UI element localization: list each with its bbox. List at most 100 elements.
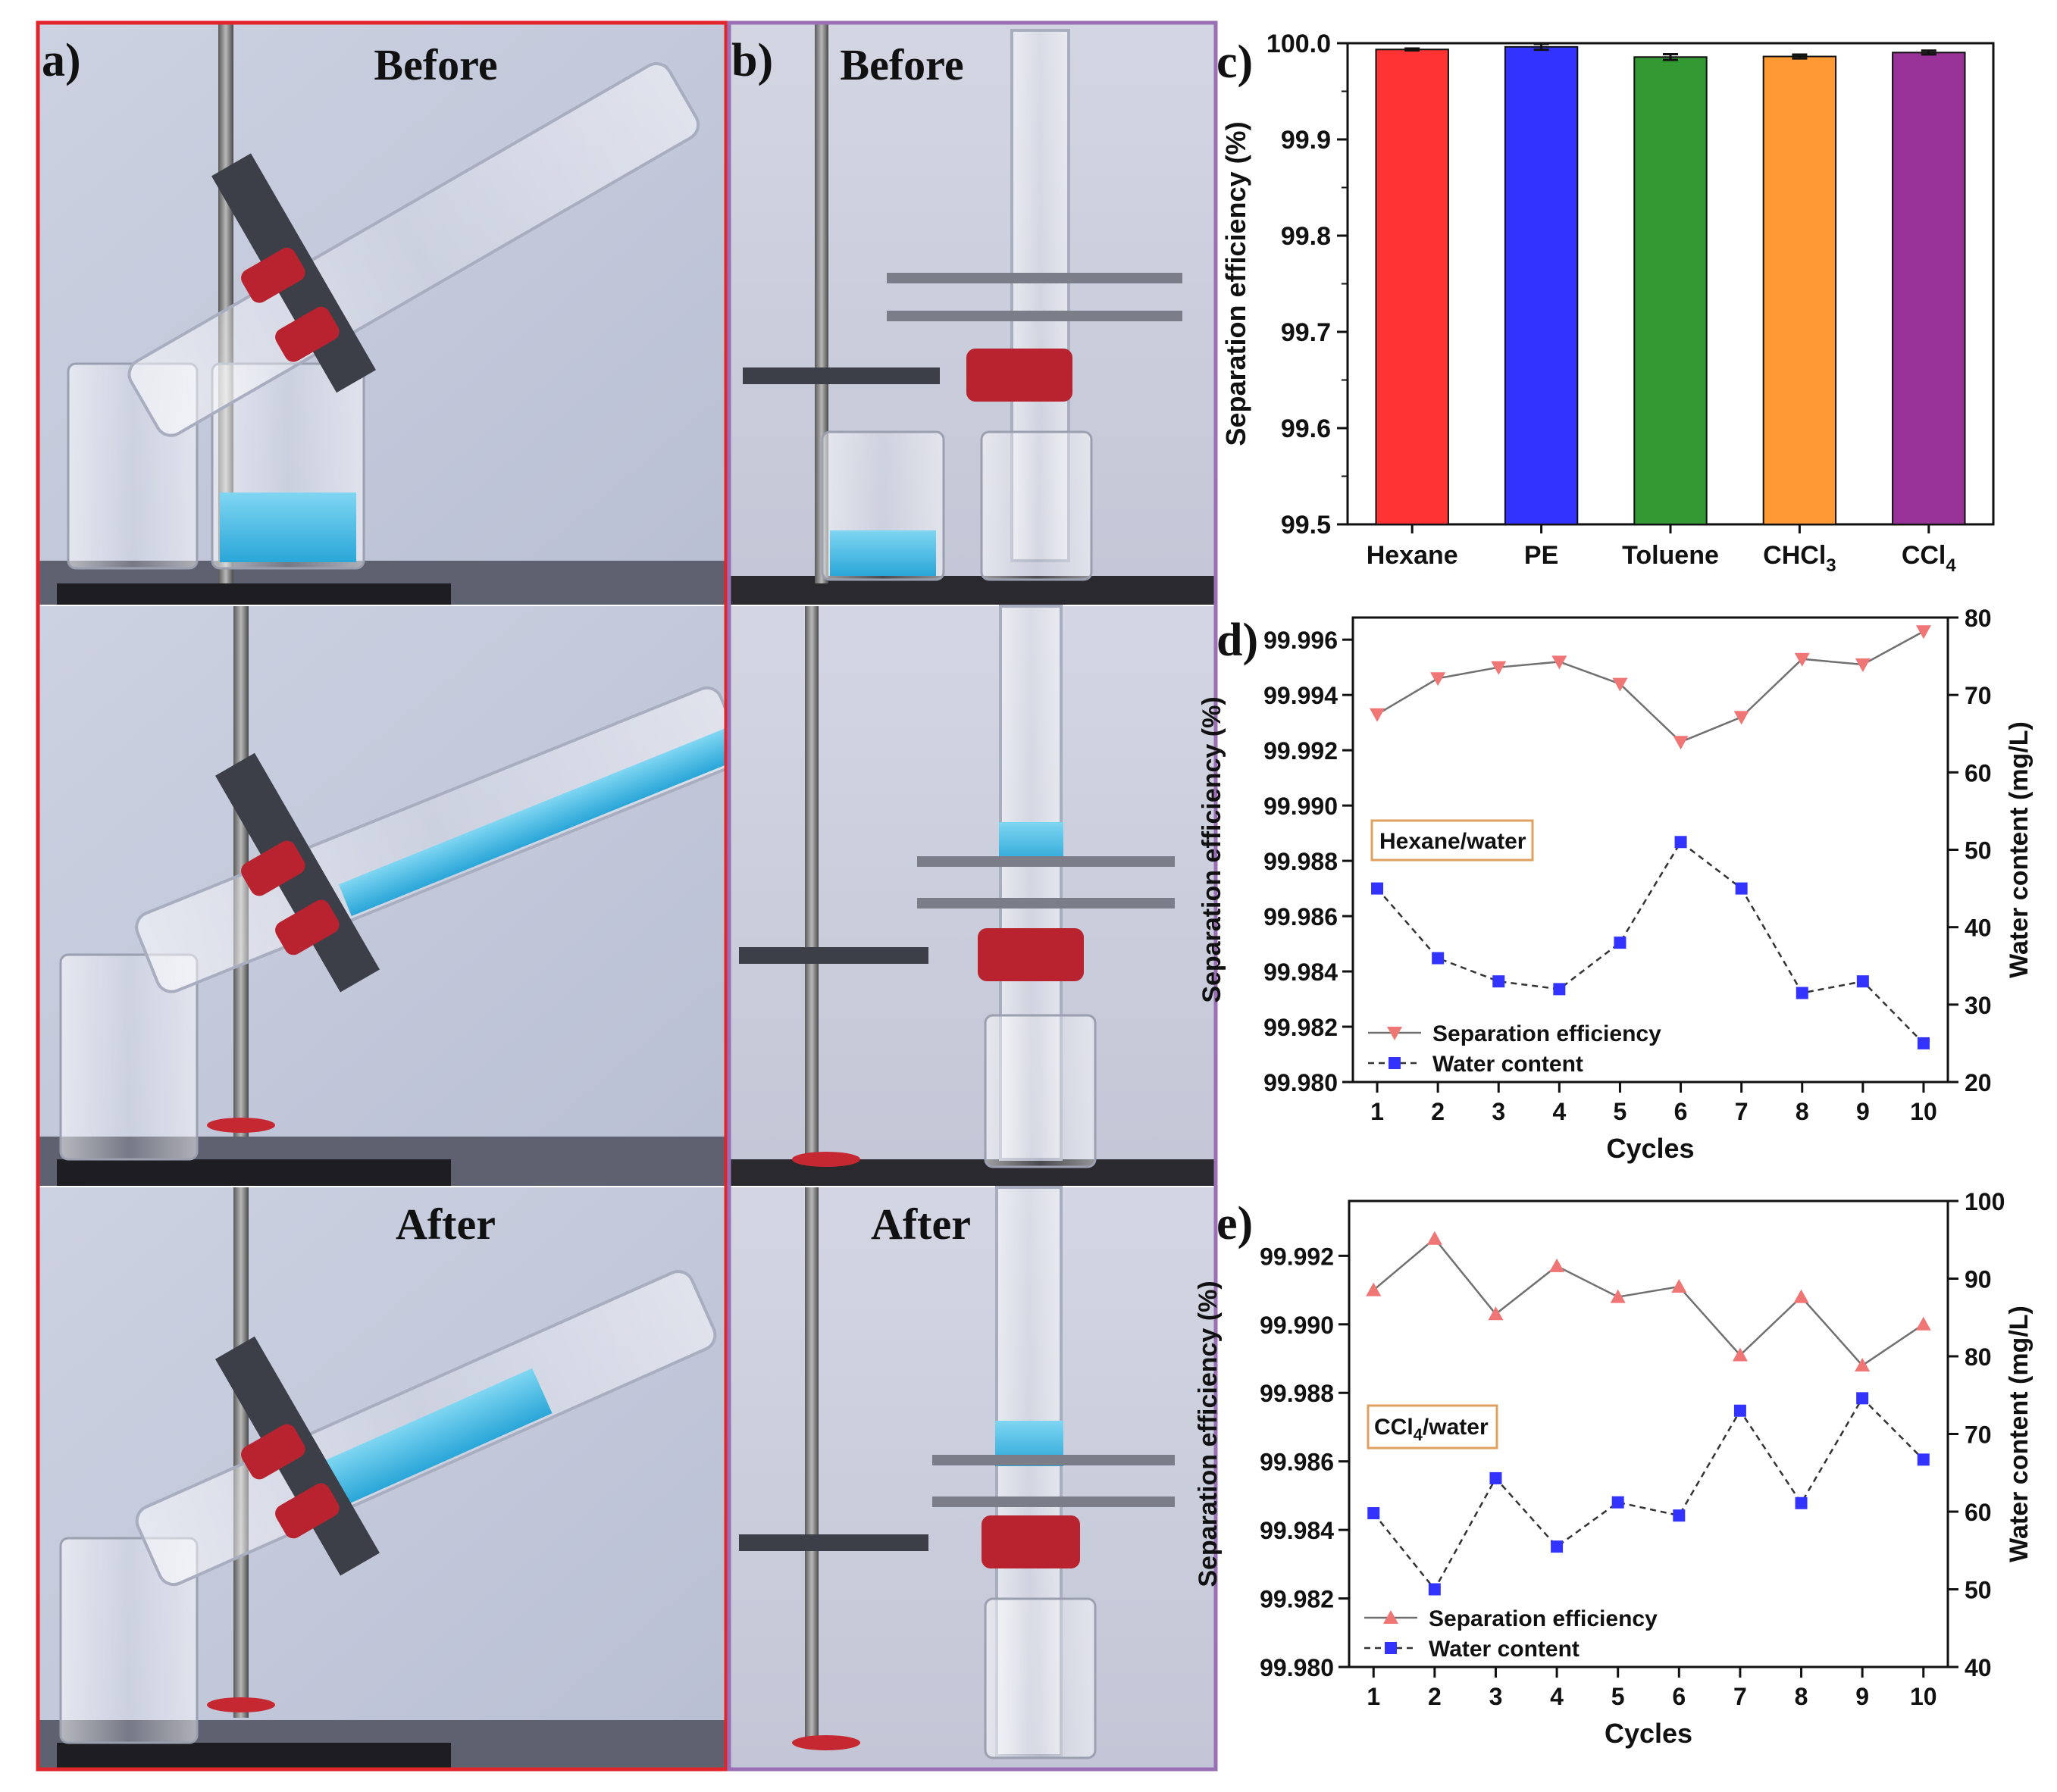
chart-d-xtick-label: 5 — [1614, 1098, 1627, 1125]
chart-e-legend-label: Water content — [1429, 1637, 1580, 1662]
chart-d-left-tick-label: 99.990 — [1263, 793, 1338, 820]
chart-e-efficiency-point — [1793, 1289, 1809, 1303]
chart-d-water-content-point — [1917, 1037, 1930, 1049]
chart-d-efficiency-point — [1491, 661, 1507, 675]
panel-b-border — [727, 20, 1218, 1772]
chart-e-left-tick-label: 99.992 — [1260, 1243, 1334, 1270]
chart-d-left-tick-label: 99.984 — [1263, 959, 1338, 986]
chart-d-water-content-point — [1553, 983, 1566, 996]
chart-e-efficiency-point — [1915, 1316, 1931, 1331]
chart-e-efficiency-point — [1855, 1358, 1871, 1372]
chart-d-series-line-1 — [1376, 840, 1924, 1044]
chart-e-water-content-point — [1428, 1583, 1441, 1596]
chart-e-ccl4-water-cycles: 99.980 99.982 99.984 99.986 99.988 99.990 99.9… — [1194, 1188, 2034, 1749]
chart-d-left-tick-label: 99.994 — [1263, 682, 1338, 709]
chart-c-xtick-label-ccl4: CCl4 — [1902, 541, 1957, 576]
chart-e-panel-label: e) — [1216, 1198, 1253, 1249]
chart-e-xtick-label: 8 — [1795, 1683, 1808, 1710]
panel-b-label: b) — [731, 35, 773, 86]
chart-d-water-content-point — [1796, 987, 1808, 999]
chart-e-water-content-point — [1733, 1404, 1746, 1417]
chart-d-xtick-label: 7 — [1735, 1098, 1749, 1125]
chart-d-annotation-box — [1370, 819, 1534, 862]
chart-e-xtick-label: 3 — [1489, 1683, 1503, 1710]
chart-d-right-tick-label: 80 — [1965, 605, 1992, 632]
chart-d-left-tick-label: 99.982 — [1263, 1014, 1338, 1041]
chart-d-right-tick-label: 50 — [1965, 837, 1992, 865]
chart-d-efficiency-point — [1733, 711, 1749, 725]
chart-e-water-content-point — [1551, 1540, 1564, 1553]
chart-d-water-content-point — [1432, 952, 1445, 965]
chart-d-efficiency-point — [1855, 658, 1871, 673]
chart-e-water-content-point — [1917, 1453, 1930, 1466]
chart-e-left-tick-label: 99.980 — [1260, 1654, 1334, 1681]
chart-d-hexane-water-cycles: 99.980 99.982 99.984 99.986 99.988 99.990 99.9… — [1198, 605, 2034, 1164]
chart-d-xtick-label: 3 — [1492, 1098, 1505, 1125]
chart-c-ylabel: Separation efficiency (%) — [1220, 121, 1251, 446]
chart-e-xtick-label: 7 — [1733, 1683, 1747, 1710]
bar-hexane — [1375, 48, 1449, 525]
chart-d-right-axis-label: Water content (mg/L) — [2005, 721, 2034, 978]
chart-e-efficiency-point — [1549, 1258, 1565, 1272]
chart-e-water-content-point — [1673, 1509, 1686, 1522]
chart-d-xtick-label: 6 — [1674, 1098, 1688, 1125]
chart-d-xtick-label: 10 — [1910, 1098, 1937, 1125]
chart-c-ytick-label: 99.5 — [1281, 511, 1331, 539]
chart-d-efficiency-point — [1794, 652, 1810, 667]
chart-c-xtick-label-toluene: Toluene — [1622, 541, 1719, 570]
chart-d-water-content-point — [1614, 937, 1627, 949]
chart-d-right-tick-label: 20 — [1965, 1069, 1992, 1096]
bar-chcl3 — [1762, 55, 1837, 525]
chart-e-annotation: CCl4/water — [1374, 1415, 1489, 1444]
chart-e-left-tick-label: 99.988 — [1260, 1380, 1334, 1407]
chart-d-water-content-point — [1371, 882, 1384, 895]
chart-d-xtick-label: 4 — [1552, 1098, 1566, 1125]
chart-e-right-tick-label: 90 — [1965, 1266, 1992, 1293]
chart-d-efficiency-point — [1551, 655, 1567, 670]
chart-d-efficiency-point — [1430, 672, 1446, 686]
chart-d-xtick-label: 8 — [1796, 1098, 1809, 1125]
panel-a-frame-before: Before — [38, 23, 726, 605]
bar-ccl4 — [1892, 52, 1966, 526]
chart-d-annotation: Hexane/water — [1379, 829, 1526, 854]
chart-c-xtick-label-chcl3: CHCl3 — [1763, 541, 1836, 576]
panel-a-frame-during — [38, 606, 746, 1186]
chart-e-legend-label: Separation efficiency — [1429, 1606, 1658, 1631]
chart-d-water-content-point — [1856, 975, 1869, 988]
chart-c-ytick-label: 99.9 — [1281, 126, 1331, 155]
panel-b-frame3-caption: After — [871, 1199, 971, 1249]
chart-d-efficiency-point — [1673, 736, 1689, 750]
bar-pe — [1504, 45, 1579, 526]
chart-e-water-content-point — [1367, 1507, 1380, 1520]
chart-e-water-content-point — [1856, 1392, 1869, 1405]
chart-d-panel-label: d) — [1216, 615, 1258, 666]
panel-a-frame-after: After — [38, 1187, 726, 1769]
chart-e-xtick-label: 6 — [1672, 1683, 1686, 1710]
chart-d-left-tick-label: 99.986 — [1263, 903, 1338, 930]
chart-d-efficiency-point — [1370, 708, 1385, 722]
chart-e-xtick-label: 5 — [1611, 1683, 1625, 1710]
chart-d-left-axis-label: Separation efficiency (%) — [1198, 696, 1226, 1002]
chart-e-right-tick-label: 100 — [1965, 1188, 2005, 1215]
chart-d-legend-marker — [1387, 1027, 1402, 1040]
chart-d-right-tick-label: 70 — [1965, 682, 1992, 709]
chart-d-left-tick-label: 99.980 — [1263, 1069, 1338, 1096]
chart-d-xtick-label: 9 — [1856, 1098, 1870, 1125]
chart-d-right-tick-label: 40 — [1965, 915, 1992, 942]
chart-d-xlabel: Cycles — [1606, 1133, 1694, 1164]
chart-e-xtick-label: 9 — [1855, 1683, 1869, 1710]
chart-e-efficiency-point — [1366, 1282, 1382, 1296]
panel-b-frame1-caption: Before — [840, 40, 963, 89]
chart-e-left-tick-label: 99.986 — [1260, 1449, 1334, 1476]
chart-c-xtick-label-pe: PE — [1524, 541, 1558, 570]
chart-d-water-content-point — [1735, 882, 1748, 895]
chart-d-efficiency-point — [1915, 625, 1931, 640]
chart-e-water-content-point — [1795, 1496, 1808, 1509]
chart-e-xtick-label: 2 — [1428, 1683, 1442, 1710]
chart-d-water-content-point — [1674, 836, 1687, 849]
chart-e-xlabel: Cycles — [1605, 1718, 1692, 1749]
chart-e-right-axis-label: Water content (mg/L) — [2005, 1306, 2034, 1562]
chart-e-efficiency-point — [1610, 1289, 1626, 1303]
chart-d-series-line-0 — [1376, 630, 1924, 743]
